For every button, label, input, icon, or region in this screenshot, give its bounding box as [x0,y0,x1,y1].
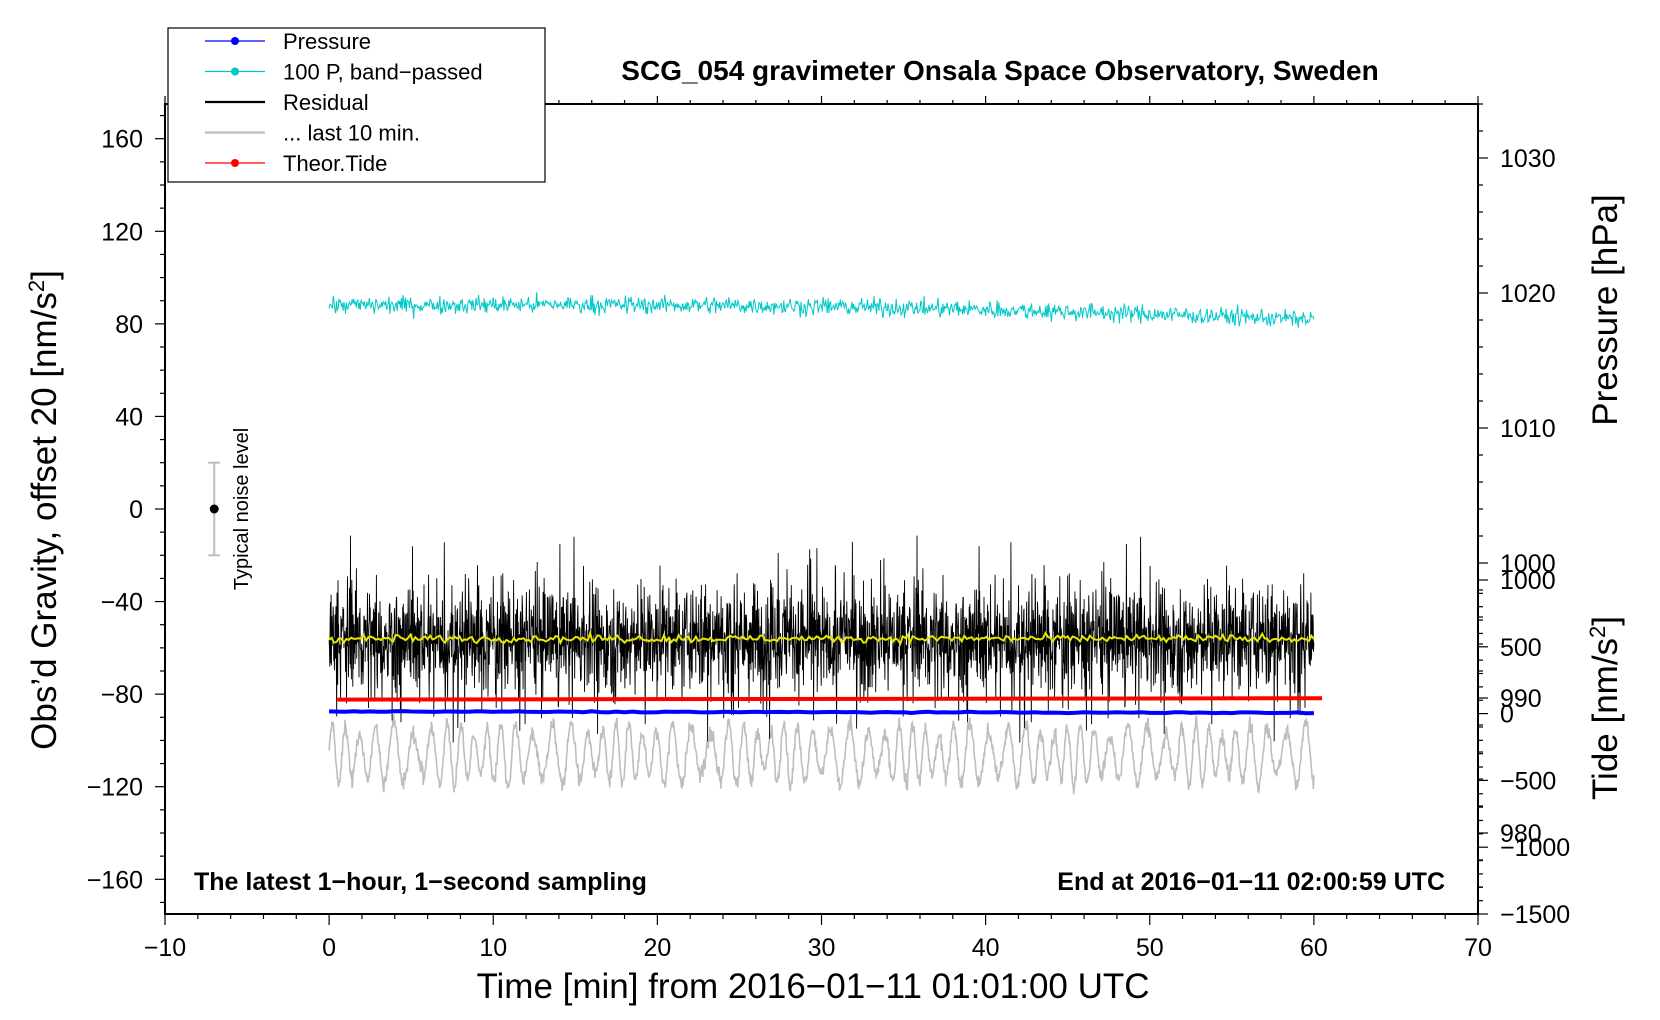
x-tick-label: 0 [322,934,336,962]
x-axis-label: Time [min] from 2016−01−11 01:01:00 UTC [476,967,1149,1006]
y-tick-label: −40 [101,589,143,617]
y-tick-label: 80 [115,311,143,339]
tide-tick-label: 0 [1500,701,1514,729]
tide-tick-label: −1000 [1500,834,1570,862]
y-tick-label: 0 [129,496,143,524]
x-tick-label: 50 [1136,934,1164,962]
pressure-tick-label: 1030 [1500,145,1556,173]
y-tick-label: 40 [115,403,143,431]
legend-item: Residual [205,90,369,115]
y-axis-label-sup: 2 [24,280,49,292]
legend-label: Pressure [283,29,371,54]
pressure-tick-label: 1000 [1500,550,1556,578]
pressure-series [329,709,1314,716]
y-tick-label: −80 [101,681,143,709]
x-tick-label: 10 [479,934,507,962]
legend-label: Residual [283,90,369,115]
y-tick-label: −120 [87,774,143,802]
legend-swatch-marker [231,159,239,167]
legend-item: Pressure [205,29,371,54]
pressure-axis-label: Pressure [hPa] [1586,194,1625,426]
legend-item: ... last 10 min. [205,121,420,146]
x-tick-label: 30 [808,934,836,962]
tide-tick-label: 500 [1500,634,1542,662]
tide-tick-label: 1000 [1500,567,1556,595]
end-time-note: End at 2016−01−11 02:00:59 UTC [1057,868,1445,896]
tide-axis-label-sup: 2 [1585,626,1610,638]
y-axis-label-main: Obs’d Gravity, offset 20 [nm/s [25,292,64,750]
x-tick-label: 40 [972,934,1000,962]
legend: Pressure 100 P, band−passed Residual ... la… [167,27,546,183]
noise-level-label: Typical noise level [231,428,253,590]
legend-box [167,27,546,183]
tide-axis-label-main: Tide [nm/s [1586,638,1625,800]
noise-level-indicator: Typical noise level [208,428,253,590]
pressure-tick-label: 1020 [1500,280,1556,308]
ticks-layer: −10 0 10 20 30 40 50 60 70−160−120−80−4004080120… [87,96,1570,962]
legend-swatch-marker [231,67,239,76]
x-tick-label: 20 [643,934,671,962]
pressure-tick-label: 990 [1500,685,1542,713]
y-tick-label: 160 [101,126,143,154]
theoretical-tide-series [337,696,1323,702]
y-tick-label: −160 [87,866,143,894]
legend-item: 100 P, band−passed [205,60,483,85]
legend-label: Theor.Tide [283,151,387,176]
legend-item: Theor.Tide [205,151,387,176]
x-tick-label: 60 [1300,934,1328,962]
tide-tick-label: −1500 [1500,901,1570,929]
y-tick-label: 120 [101,218,143,246]
tide-tick-label: −500 [1500,767,1556,795]
last-10-min-series [328,714,1315,795]
smoothed-residual-series [328,629,1315,647]
legend-label: 100 P, band−passed [283,60,483,85]
residual-series [328,535,1315,743]
y-axis-label: Obs’d Gravity, offset 20 [nm/s2] [24,270,65,750]
band-passed-pressure-series [328,292,1315,328]
pressure-tick-label: 1010 [1500,415,1556,443]
legend-label: ... last 10 min. [283,121,420,146]
x-tick-label: 70 [1464,934,1492,962]
chart-title: SCG_054 gravimeter Onsala Space Observat… [621,55,1378,86]
tide-axis-label-close: ] [1586,616,1625,626]
legend-swatch-marker [231,37,239,45]
series-layer [328,292,1323,795]
pressure-tick-label: 980 [1500,820,1542,848]
plot-frame [164,103,1479,915]
noise-center-point [209,504,219,514]
sampling-note: The latest 1−hour, 1−second sampling [194,868,647,896]
y-axis-label-close: ] [25,270,64,280]
x-tick-label: −10 [144,934,186,962]
tide-axis-label: Tide [nm/s2] [1585,616,1626,800]
